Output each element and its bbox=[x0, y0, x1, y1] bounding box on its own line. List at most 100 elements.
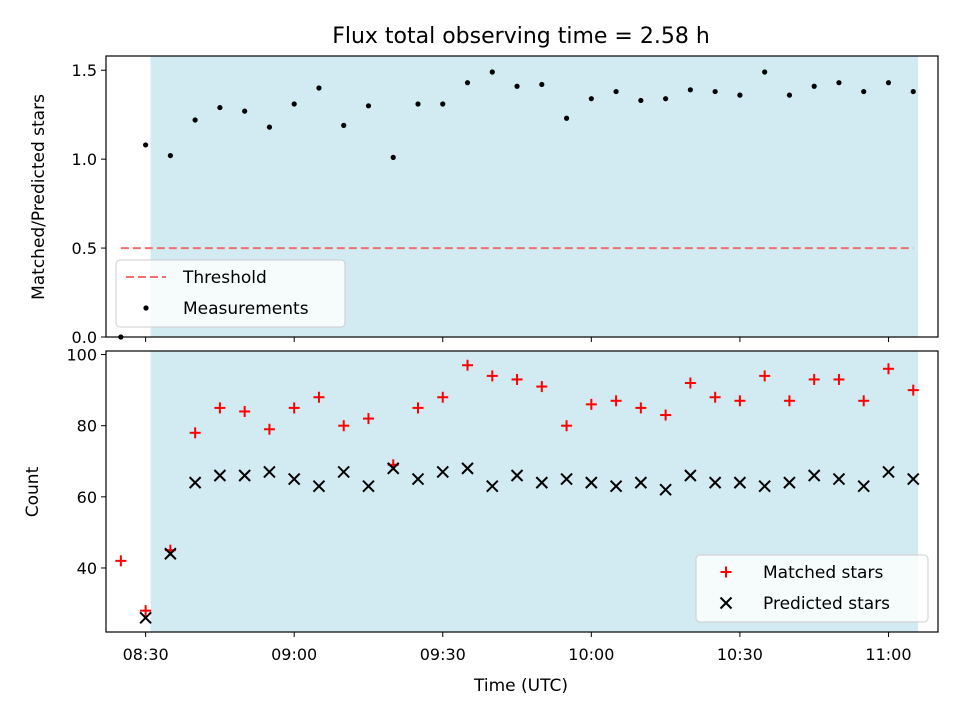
matched-star-point bbox=[907, 384, 919, 396]
matched-star-point bbox=[709, 391, 721, 403]
matched-star-point bbox=[808, 373, 820, 385]
bottom-y-ticks: 40 60 80 100 bbox=[66, 346, 106, 578]
chart-title: Flux total observing time = 2.58 h bbox=[332, 24, 710, 49]
predicted-star-point bbox=[312, 479, 326, 493]
predicted-star-point bbox=[411, 472, 425, 486]
top-y-tick-label: 1.5 bbox=[72, 61, 97, 80]
matched-star-point bbox=[239, 405, 251, 417]
measurement-point bbox=[341, 122, 347, 128]
predicted-star-point bbox=[758, 479, 771, 493]
matched-star-point bbox=[338, 420, 350, 432]
predicted-star-point bbox=[213, 469, 227, 482]
matched-star-point bbox=[660, 409, 672, 421]
legend-predicted-label: Predicted stars bbox=[763, 594, 890, 614]
top-panel-frame bbox=[105, 55, 939, 338]
measurement-point bbox=[291, 101, 297, 107]
x-tick-label: 10:30 bbox=[717, 645, 763, 664]
matched-star-point bbox=[288, 402, 300, 414]
measurement-point bbox=[663, 96, 669, 102]
top-legend: Threshold Measurements bbox=[115, 259, 346, 328]
matched-star-point bbox=[759, 370, 771, 382]
legend-matched-label: Matched stars bbox=[763, 563, 883, 583]
bottom-panel: 08:30 09:00 09:30 10:00 10:30 11:00 40 60 80 100… bbox=[23, 346, 939, 696]
measurement-point bbox=[266, 124, 273, 130]
predicted-star-point bbox=[560, 472, 573, 486]
predicted-star-point bbox=[708, 476, 722, 489]
predicted-star-point bbox=[238, 469, 251, 482]
predicted-star-point bbox=[287, 472, 301, 486]
measurement-point bbox=[390, 154, 396, 160]
measurement-points bbox=[118, 69, 916, 340]
predicted-star-point bbox=[609, 479, 623, 493]
legend-measurements-label: Measurements bbox=[183, 299, 309, 319]
measurement-point bbox=[464, 80, 471, 86]
predicted-star-point bbox=[387, 462, 400, 475]
matched-star-point bbox=[214, 402, 226, 414]
measurement-point bbox=[836, 80, 842, 86]
bottom-y-tick-label: 80 bbox=[77, 417, 97, 436]
legend-threshold-label: Threshold bbox=[182, 268, 267, 288]
matched-star-point bbox=[734, 395, 746, 407]
legend-predicted-swatch bbox=[719, 596, 733, 610]
predicted-star-point bbox=[733, 476, 747, 489]
measurement-point bbox=[687, 87, 693, 93]
matched-star-point bbox=[263, 423, 275, 435]
matched-star-point bbox=[610, 395, 622, 407]
top-y-axis-label: Matched/Predicted stars bbox=[29, 94, 49, 300]
matched-star-point bbox=[313, 391, 325, 403]
measurement-point bbox=[143, 142, 149, 148]
measurement-point bbox=[192, 117, 198, 123]
predicted-star-point bbox=[263, 465, 276, 479]
legend-matched-swatch bbox=[720, 566, 732, 578]
legend-x-mark bbox=[719, 596, 733, 610]
matched-star-point bbox=[511, 373, 523, 385]
measurement-point bbox=[217, 104, 223, 111]
predicted-star-point bbox=[907, 472, 920, 486]
count-points bbox=[115, 359, 920, 624]
measurement-point bbox=[885, 80, 892, 86]
predicted-star-point bbox=[362, 479, 375, 493]
measurement-point bbox=[514, 83, 520, 89]
measurement-point bbox=[365, 103, 372, 109]
measurement-point bbox=[563, 115, 570, 121]
predicted-star-point bbox=[857, 479, 870, 493]
x-tick-label: 11:00 bbox=[865, 645, 911, 664]
bottom-y-tick-label: 40 bbox=[77, 559, 97, 578]
predicted-star-point bbox=[659, 483, 672, 496]
measurement-point bbox=[167, 152, 173, 159]
predicted-star-point bbox=[436, 465, 449, 479]
measurement-point bbox=[786, 92, 793, 98]
matched-star-point bbox=[462, 359, 474, 371]
matched-star-point bbox=[115, 555, 127, 567]
matched-star-point bbox=[585, 398, 597, 410]
matched-star-point bbox=[833, 373, 845, 385]
predicted-star-point bbox=[783, 476, 796, 489]
matched-star-point bbox=[412, 402, 424, 414]
x-tick-label: 10:00 bbox=[568, 645, 614, 664]
measurement-point bbox=[440, 101, 446, 107]
measurement-point bbox=[489, 69, 495, 75]
bottom-x-ticks: 08:30 09:00 09:30 10:00 10:30 11:00 bbox=[123, 632, 912, 664]
top-y-tick-label: 0.0 bbox=[72, 328, 97, 347]
measurement-point bbox=[910, 88, 916, 95]
legend-measurements-swatch bbox=[143, 305, 149, 311]
matched-star-point bbox=[561, 420, 573, 432]
predicted-star-point bbox=[461, 462, 474, 475]
matched-star-point bbox=[858, 395, 870, 407]
top-y-ticks: 0.0 0.5 1.0 1.5 bbox=[72, 61, 106, 347]
measurement-point bbox=[539, 81, 545, 88]
measurement-point bbox=[415, 101, 421, 107]
x-tick-label: 08:30 bbox=[123, 645, 169, 664]
predicted-star-point bbox=[585, 476, 598, 489]
predicted-star-point bbox=[510, 469, 524, 482]
x-tick-label: 09:00 bbox=[271, 645, 317, 664]
bottom-panel-frame bbox=[105, 350, 939, 633]
matched-star-point bbox=[536, 381, 548, 393]
predicted-star-point bbox=[807, 469, 821, 482]
bottom-y-tick-label: 100 bbox=[66, 346, 97, 365]
legend-plus-mark bbox=[720, 566, 732, 578]
measurement-point bbox=[737, 92, 743, 98]
bottom-legend-box bbox=[695, 554, 929, 623]
measurement-point bbox=[613, 88, 619, 95]
matched-star-point bbox=[783, 395, 795, 407]
